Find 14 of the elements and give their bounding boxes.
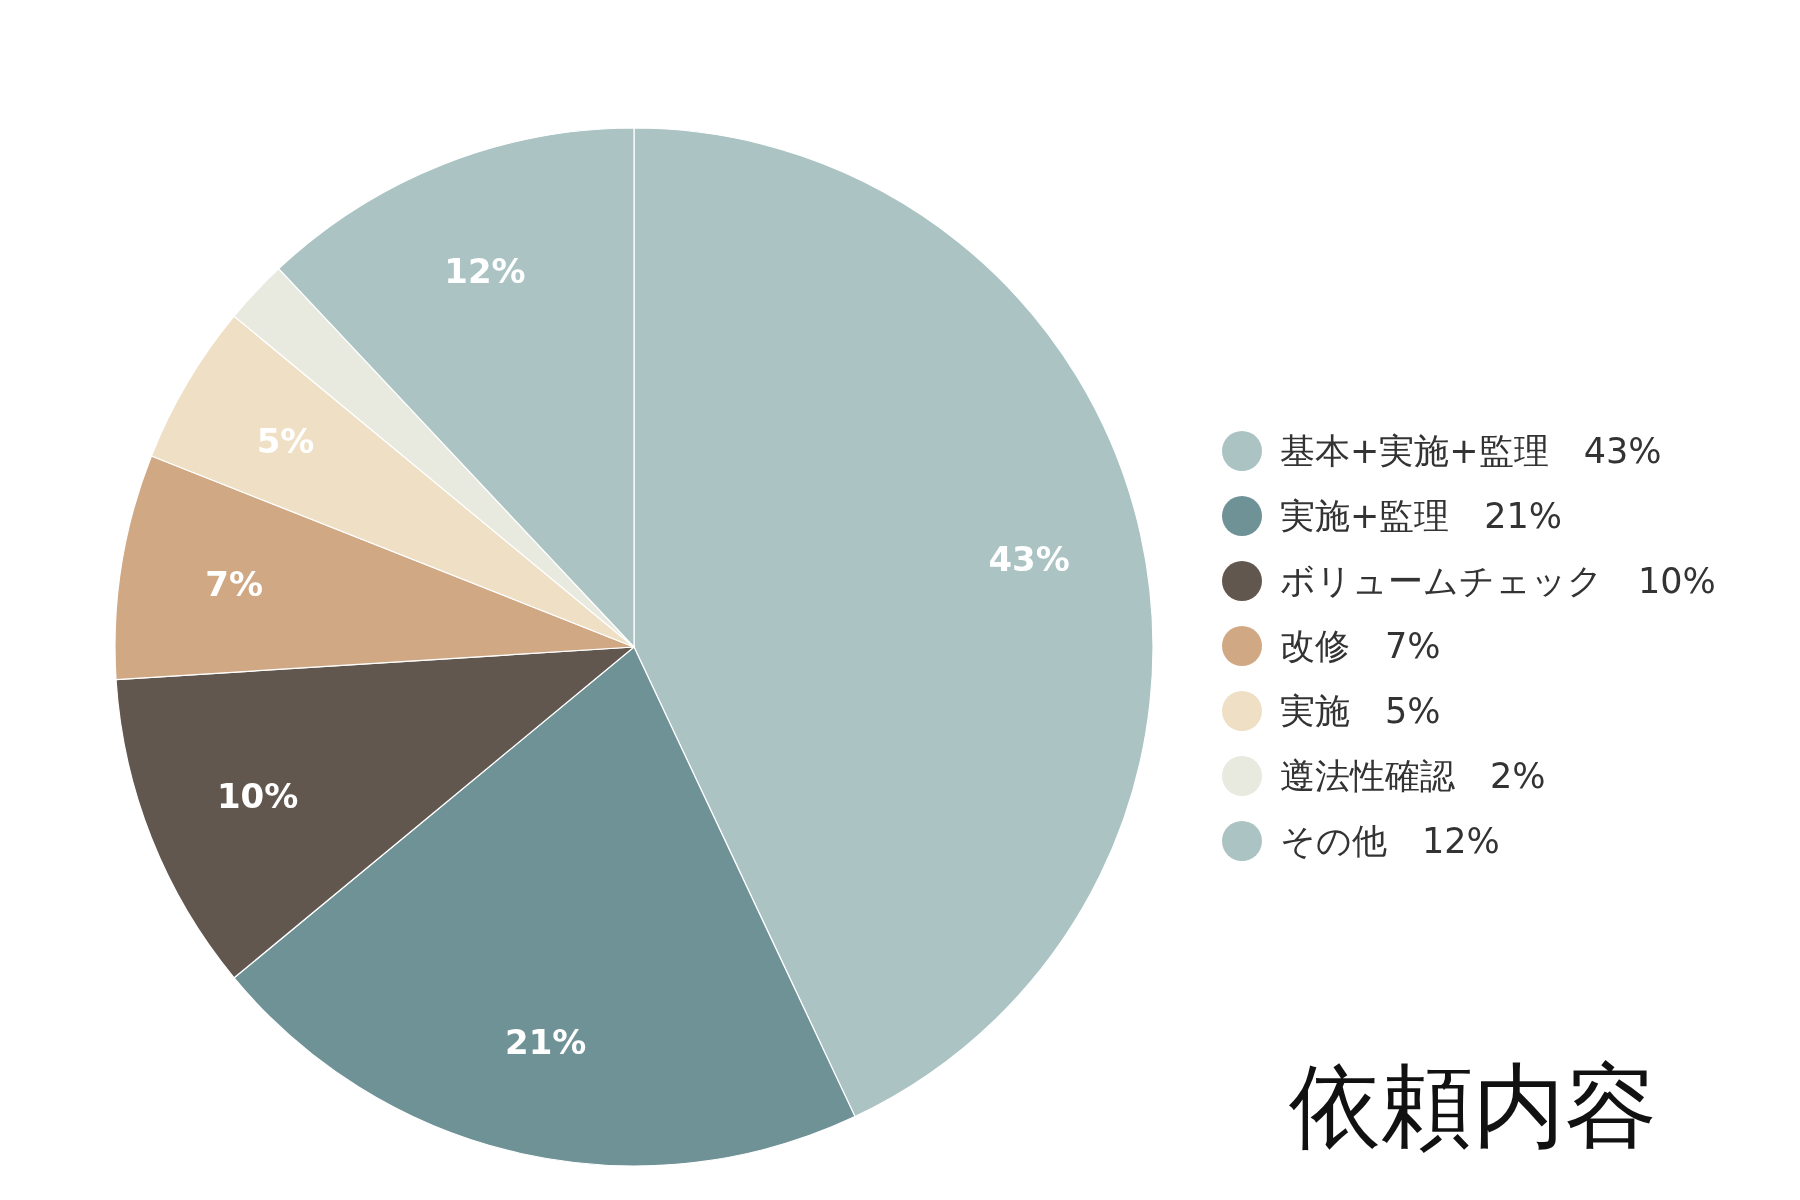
data-label: 7% [205,563,264,604]
legend-label: 遵法性確認 2% [1280,756,1546,796]
legend-label: 改修 7% [1280,626,1441,666]
data-label: 10% [216,776,299,817]
data-label: 12% [444,250,526,291]
text: 依頼内容 [1289,1053,1657,1160]
legend-label: 実施+監理 21% [1280,496,1563,536]
legend-label: 基本+実施+監理 43% [1280,431,1662,471]
data-label: 43% [988,538,1070,579]
legend-label: 実施 5% [1280,691,1441,731]
data-label: 21% [505,1022,587,1063]
legend-label: その他 12% [1280,821,1500,861]
legend-label: ボリュームチェック 10% [1280,561,1716,601]
data-label: 5% [256,420,315,461]
